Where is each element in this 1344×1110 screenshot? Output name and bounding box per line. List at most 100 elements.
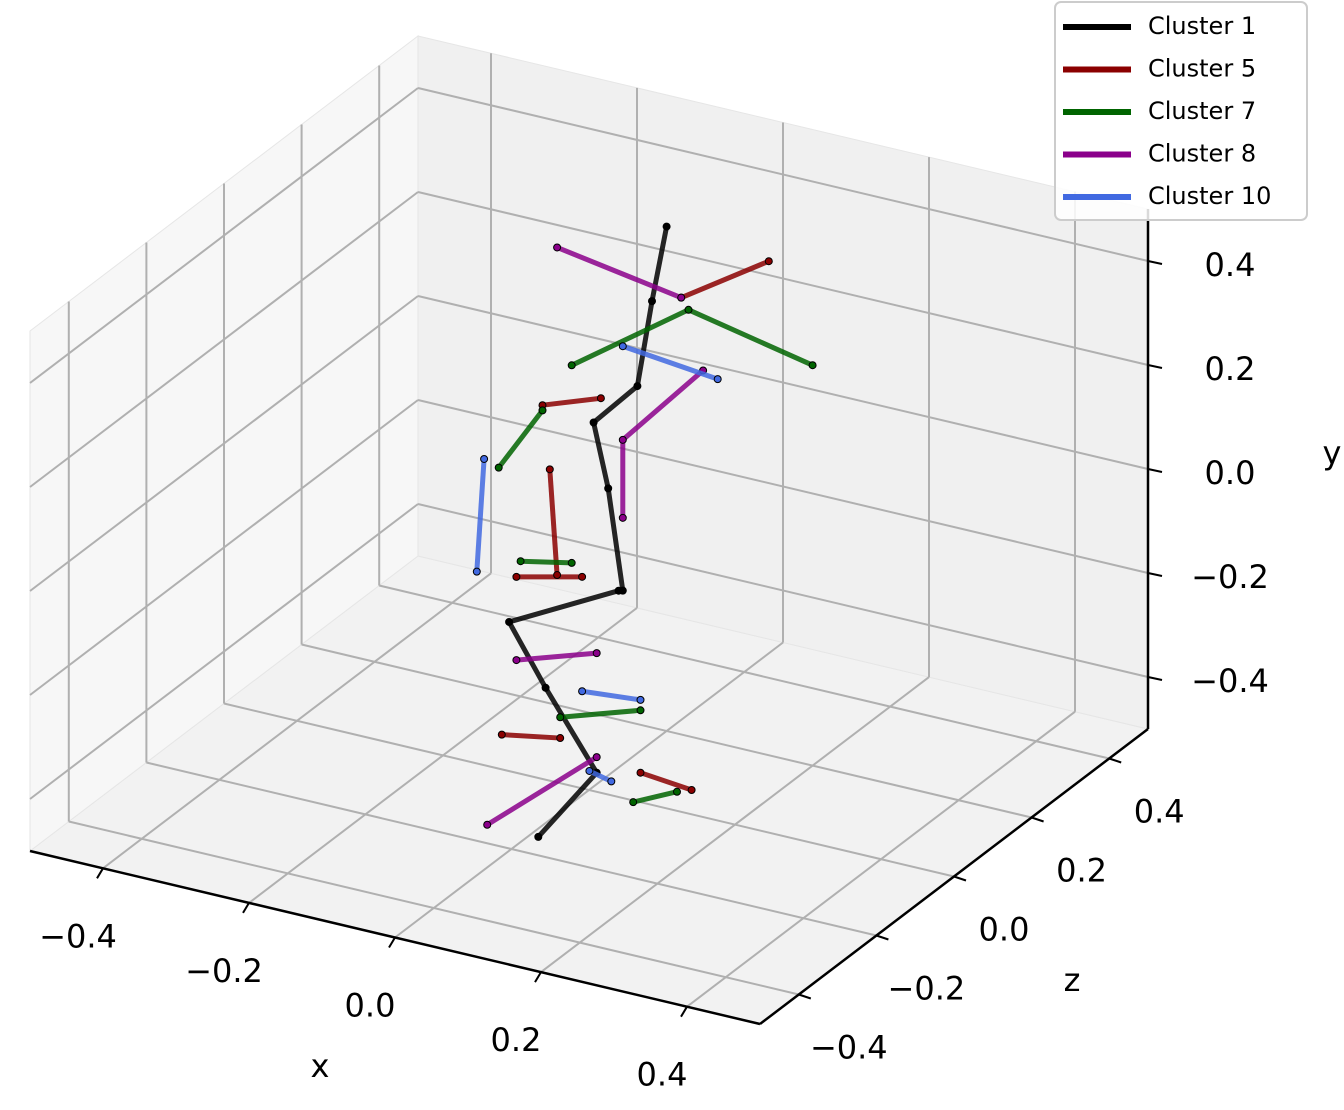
cluster-point [673,787,681,796]
cluster-point [614,586,623,595]
cluster-line [621,343,719,382]
y-tick-label: −0.4 [1191,662,1269,700]
x-tick-label: 0.4 [637,1056,688,1094]
z-tick-label: −0.2 [888,970,966,1008]
cluster-line [474,458,487,572]
cluster-point [512,656,521,665]
cluster-point [596,394,605,403]
x-tick-label: −0.4 [39,917,117,955]
grid-line [417,295,1149,470]
cluster-line [520,558,572,566]
cluster-line [496,408,545,470]
cluster-point [556,713,565,722]
tick-mark [1147,468,1163,473]
cluster-point [516,557,525,566]
cluster-point [538,406,547,415]
grid-line [29,87,419,384]
tick-mark [1031,816,1044,823]
legend-label: Cluster 5 [1148,55,1256,83]
legend-box [1054,1,1308,221]
cluster-line [542,395,602,408]
grid-line [301,643,1032,819]
tick-mark [1147,572,1163,577]
panes [28,34,1150,1025]
marks [472,222,817,841]
grid-line [417,87,1149,262]
cluster-point [618,435,627,444]
tick-mark [680,1006,688,1018]
cluster-line [547,469,560,576]
cluster-point [545,465,554,474]
tick-mark [534,971,542,983]
tick-mark [876,934,889,941]
cluster-point [618,342,627,351]
cluster-point [567,361,576,370]
cluster-line [588,768,613,784]
cluster-point [592,649,601,658]
grid [29,53,1149,1008]
cluster-point [607,777,616,786]
legend-label: Cluster 1 [1148,12,1256,40]
cluster-point [483,820,492,829]
tick-mark [1147,364,1163,369]
grid-line [29,503,419,800]
cluster-point [636,706,645,715]
legend-label: Cluster 8 [1148,140,1256,168]
cluster-point [764,257,773,266]
x-axis-label: x [311,1047,330,1085]
cluster-point [636,695,645,704]
cluster-point [472,567,481,576]
grid-line [29,191,419,488]
z-axis-label: z [1064,961,1081,999]
cluster-point [629,798,638,807]
y-tick-label: 0.4 [1205,246,1256,284]
cluster-line [485,754,599,827]
cluster-point [553,571,562,580]
legend: Cluster 1 Cluster 5 Cluster 7 Cluster 8 Clus… [1054,1,1308,221]
cluster-point [604,484,613,493]
x-tick-label: 0.0 [345,987,396,1025]
tick-mark [798,993,812,1000]
cluster-point [677,293,686,302]
grid-line [223,702,955,878]
cluster-point [497,730,506,739]
tick-mark [1147,676,1163,681]
grid-line [146,761,877,937]
cluster-point [505,617,514,626]
cluster-point [636,768,645,777]
y-tick-label: 0.0 [1205,454,1256,492]
tick-mark [1147,260,1163,265]
y-tick-label: 0.2 [1205,350,1256,388]
cluster-point [534,832,543,841]
cluster-line [501,732,561,741]
cluster-line [581,688,641,703]
grid-line [417,503,1149,678]
legend-label: Cluster 7 [1148,97,1256,125]
cluster-point [556,734,565,743]
cluster-point [808,361,817,370]
x-tick-label: −0.2 [185,952,263,990]
cluster-point [592,753,601,762]
cluster-point [662,222,671,231]
cluster-point [578,572,587,581]
cluster-point [687,786,696,794]
cluster-point [633,382,642,391]
cluster-point [480,454,489,463]
tick-mark [388,936,396,949]
cluster-point [578,687,587,696]
z-axis-line [759,728,1149,1025]
cluster-line [559,707,641,720]
cluster-point [494,463,503,472]
grid-line [417,191,1149,366]
z-tick-label: 0.0 [979,911,1030,949]
cluster-point [713,375,722,384]
cluster-point [684,305,693,314]
cluster-point [648,297,656,306]
cluster-point [589,418,598,427]
tick-mark [1108,757,1122,764]
cluster-point [541,683,550,692]
cluster-point [553,243,562,252]
legend-label: Cluster 10 [1148,182,1271,210]
cluster-line [680,258,770,300]
